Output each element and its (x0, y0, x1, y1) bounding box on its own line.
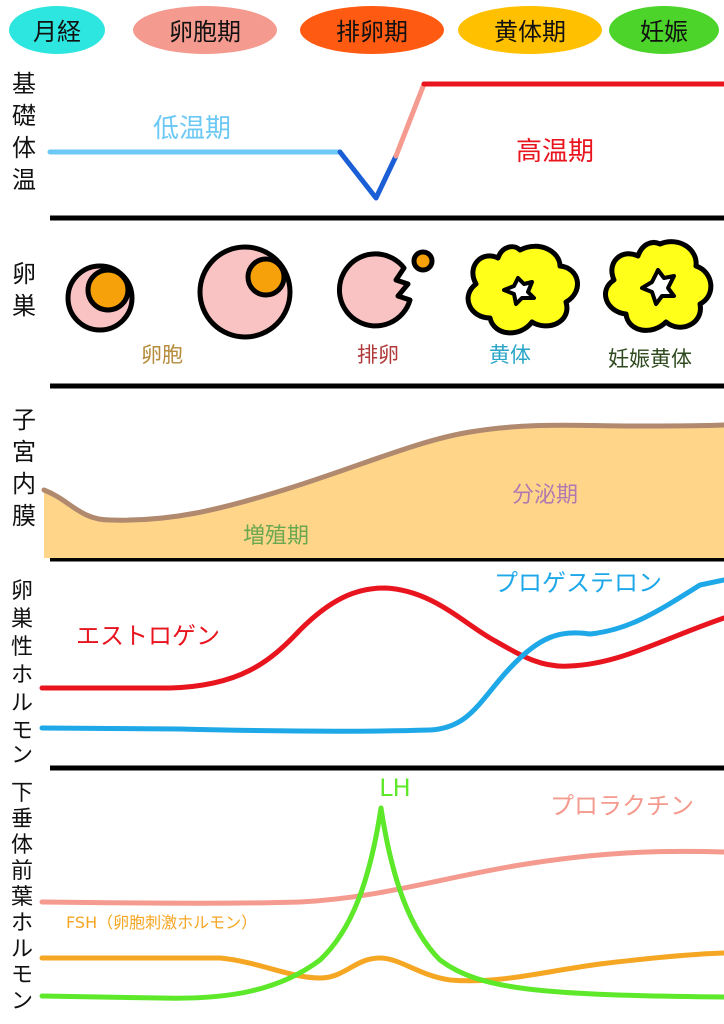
row-label-char: モ (11, 963, 33, 988)
ovary-illustrations (65, 239, 714, 340)
bbt-dip-segment (337, 149, 399, 201)
prolactin-curve (39, 848, 724, 906)
row-label-char: 内 (12, 470, 36, 498)
row-label-ovarian-hormones: 卵 巣 性 ホ ル モ ン (11, 579, 33, 768)
corpus-luteum (465, 243, 580, 336)
prolactin-label: プロラクチン (550, 792, 694, 820)
phase-pregnancy: 妊娠 (609, 6, 719, 54)
phase-luteal: 黄体期 (458, 6, 602, 54)
ovulation-label: 排卵 (357, 343, 399, 367)
pregnancy-corpus-luteum (603, 239, 714, 333)
row-label-char: 巣 (11, 607, 33, 632)
follicle-label: 卵胞 (141, 343, 183, 367)
phase-bar: 月経 卵胞期 排卵期 黄体期 妊娠 (9, 6, 719, 54)
row-label-char: 性 (11, 635, 33, 660)
phase-menstruation-label: 月経 (33, 18, 81, 46)
bbt-high-label: 高温期 (516, 137, 594, 167)
phase-follicular-label: 卵胞期 (169, 18, 241, 46)
row-label-pituitary-hormones: 下 垂 体 前 葉 ホ ル モ ン (11, 781, 33, 1014)
lh-curve (39, 805, 724, 1001)
row-label-bbt: 基 礎 体 温 (12, 70, 36, 194)
corpus-luteum-label: 黄体 (489, 343, 531, 367)
row-label-char: ホ (11, 911, 33, 936)
row-label-char: ン (11, 743, 33, 768)
row-label-char: 礎 (12, 102, 36, 130)
bbt-rise-segment (393, 81, 427, 159)
row-label-char: 体 (12, 134, 36, 162)
ovulating-follicle (336, 249, 435, 329)
fsh-label: FSH（卵胞刺激ホルモン） (66, 913, 257, 932)
phase-follicular: 卵胞期 (133, 6, 277, 54)
row-label-char: ン (11, 989, 33, 1014)
row-label-char: 前 (11, 859, 33, 884)
lh-label: LH (379, 774, 410, 802)
phase-ovulatory-label: 排卵期 (336, 18, 408, 46)
row-label-char: 卵 (11, 579, 33, 604)
row-label-char: 子 (12, 406, 36, 434)
ovarian-hormone-curves (39, 577, 724, 734)
row-label-char: 垂 (11, 807, 33, 832)
estrogen-curve (39, 585, 724, 691)
small-follicle (65, 263, 135, 333)
phase-pregnancy-label: 妊娠 (640, 18, 688, 46)
row-label-char: 下 (11, 781, 33, 806)
proliferative-label: 増殖期 (243, 524, 309, 549)
progesterone-curve (39, 577, 724, 734)
phase-menstruation: 月経 (9, 6, 105, 54)
row-label-char: 卵 (12, 260, 36, 288)
row-label-char: ホ (11, 663, 33, 688)
row-label-char: 宮 (12, 438, 36, 466)
phase-luteal-label: 黄体期 (494, 18, 566, 46)
bbt-low-label: 低温期 (153, 114, 231, 144)
row-label-ovary: 卵 巣 (12, 260, 36, 320)
row-label-char: モ (11, 719, 33, 744)
estrogen-label: エストロゲン (76, 622, 220, 650)
row-label-char: ル (11, 937, 33, 962)
progesterone-label: プロゲステロン (494, 569, 662, 597)
row-label-char: 葉 (11, 885, 33, 910)
endometrium-layer (41, 422, 724, 558)
secretory-label: 分泌期 (512, 483, 578, 508)
row-label-char: 巣 (12, 292, 36, 320)
pituitary-hormone-curves (39, 805, 724, 1001)
bbt-curve (47, 81, 724, 201)
row-label-char: ル (11, 691, 33, 716)
row-label-char: 基 (12, 70, 36, 98)
pregnancy-corpus-luteum-label: 妊娠黄体 (608, 347, 692, 371)
row-label-endometrium: 子 宮 内 膜 (12, 406, 36, 530)
row-label-char: 温 (12, 166, 36, 194)
row-dividers (50, 215, 724, 771)
phase-ovulatory: 排卵期 (300, 6, 444, 54)
fsh-curve (39, 950, 724, 984)
row-label-char: 膜 (12, 502, 36, 530)
large-follicle (197, 244, 293, 340)
row-label-char: 体 (11, 833, 33, 858)
